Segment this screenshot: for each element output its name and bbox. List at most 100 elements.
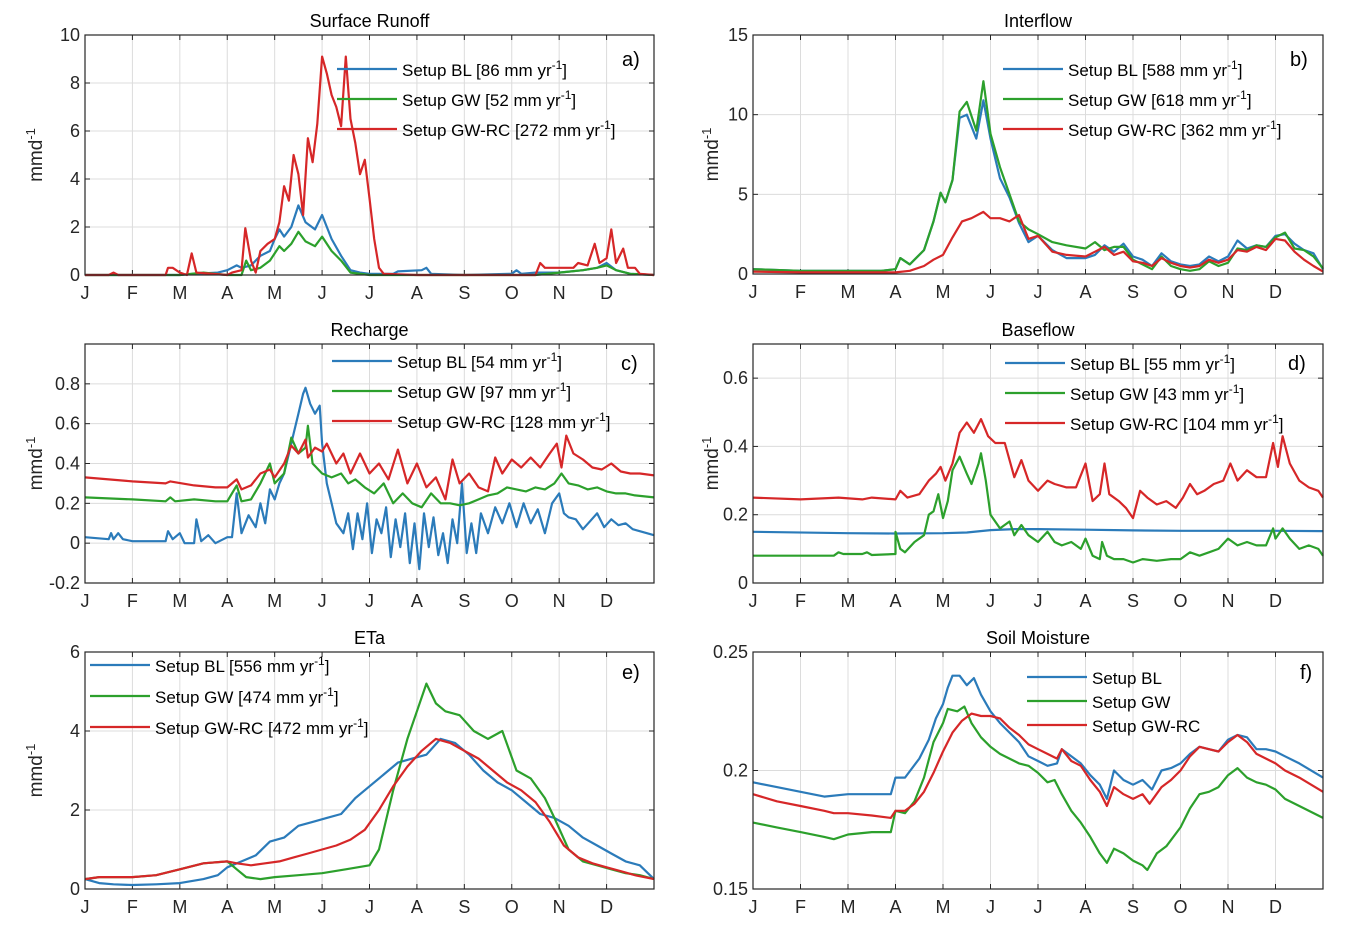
- x-tick-label: O: [505, 283, 519, 303]
- chart-title: Recharge: [330, 320, 408, 340]
- x-tick-label: D: [600, 591, 613, 611]
- panel-d: J F M A M J J A S O N D00.20.40.6Baseflowmmd-1d)Set…: [699, 320, 1324, 611]
- series-line-gw: [84, 424, 655, 509]
- legend-label: Setup GW [43 mm yr-1]: [1070, 382, 1244, 404]
- legend: Setup BL [588 mm yr-1]Setup GW [618 mm y…: [1003, 58, 1281, 140]
- legend-label: Setup GW-RC [362 mm yr-1]: [1068, 118, 1281, 140]
- y-tick-label: 0.8: [55, 374, 80, 394]
- legend-exponent: -1: [1266, 118, 1277, 132]
- x-tick-label: J: [365, 283, 374, 303]
- x-tick-label: M: [841, 591, 856, 611]
- panel-label: d): [1288, 353, 1306, 375]
- legend-bracket: ]: [566, 383, 571, 402]
- series-line-bl: [85, 204, 655, 277]
- y-axis-label-unit: mmd: [26, 140, 47, 182]
- legend-bracket: ]: [1230, 355, 1235, 374]
- legend-bracket: ]: [334, 688, 339, 707]
- series-line-gw: [752, 80, 1324, 272]
- x-tick-label: F: [795, 282, 806, 302]
- legend-item-gw: Setup GW [97 mm yr-1]: [332, 380, 571, 402]
- legend-annual-total: 618 mm yr: [1156, 91, 1237, 110]
- legend-bracket: ]: [1279, 415, 1284, 434]
- x-tick-label: O: [505, 897, 519, 917]
- x-tick-label: N: [1222, 897, 1235, 917]
- y-tick-label: 0: [738, 264, 748, 284]
- legend-bracket: [: [1178, 415, 1188, 434]
- x-tick-label: F: [127, 897, 138, 917]
- legend: Setup BL [86 mm yr-1]Setup GW [52 mm yr-…: [337, 58, 615, 140]
- series-line-bl: [84, 737, 655, 887]
- x-tick-label: S: [458, 897, 470, 917]
- y-tick-label: 6: [70, 642, 80, 662]
- legend-annual-total: 52 mm yr: [490, 91, 561, 110]
- x-tick-label: J: [81, 897, 90, 917]
- legend-annual-total: 104 mm yr: [1188, 415, 1269, 434]
- legend-series-name: Setup GW: [402, 91, 480, 110]
- x-tick-label: A: [411, 591, 423, 611]
- legend-item-bl: Setup BL [588 mm yr-1]: [1003, 58, 1242, 80]
- x-tick-label: J: [986, 591, 995, 611]
- series-line-bl: [84, 386, 655, 571]
- x-tick-label: A: [1079, 591, 1091, 611]
- legend: Setup BL [55 mm yr-1] Setup GW [43 mm yr-…: [1005, 352, 1283, 434]
- legend-bracket: [: [1148, 385, 1158, 404]
- axes-frame: [752, 34, 1324, 275]
- legend-exponent: -1: [552, 58, 563, 72]
- x-tick-label: M: [267, 897, 282, 917]
- legend-item-gwrc: Setup GW-RC [472 mm yr-1]: [90, 716, 368, 738]
- legend-label: Setup GW: [1092, 693, 1170, 712]
- legend-exponent: -1: [1229, 382, 1240, 396]
- legend-item-gwrc: Setup GW-RC [104 mm yr-1]: [1005, 412, 1283, 434]
- x-tick-label: A: [411, 283, 423, 303]
- legend-exponent: -1: [1236, 88, 1247, 102]
- y-tick-label: 10: [60, 25, 80, 45]
- y-axis-label-exponent: -1: [23, 437, 38, 449]
- x-tick-label: A: [889, 591, 901, 611]
- legend-exponent: -1: [1268, 412, 1279, 426]
- panel-label: e): [622, 662, 640, 684]
- y-tick-label: 2: [70, 217, 80, 237]
- legend-label: Setup GW-RC [272 mm yr-1]: [402, 118, 615, 140]
- legend: Setup BL [556 mm yr-1]Setup GW [474 mm y…: [90, 654, 368, 738]
- panel-label: c): [621, 353, 638, 375]
- series-line-gwrc: [752, 418, 1324, 520]
- x-tick-label: J: [81, 283, 90, 303]
- y-axis-label-unit: mmd: [26, 755, 47, 797]
- series-line-gw: [752, 705, 1324, 872]
- x-tick-label: N: [553, 591, 566, 611]
- legend-item-gw: Setup GW [52 mm yr-1]: [337, 88, 576, 110]
- x-tick-label: F: [127, 283, 138, 303]
- chart-title: Baseflow: [1001, 320, 1075, 340]
- legend-series-name: Setup GW: [397, 383, 475, 402]
- y-tick-label: 0.4: [55, 454, 80, 474]
- legend-bracket: ]: [606, 413, 611, 432]
- legend-label: Setup GW-RC [128 mm yr-1]: [397, 410, 610, 432]
- legend-bracket: ]: [1239, 385, 1244, 404]
- legend-bracket: [: [510, 121, 520, 140]
- y-tick-label: 8: [70, 73, 80, 93]
- x-tick-label: J: [318, 591, 327, 611]
- x-tick-label: N: [1222, 282, 1235, 302]
- legend-annual-total: 474 mm yr: [243, 688, 324, 707]
- legend-series-name: Setup GW: [1092, 693, 1170, 712]
- panel-c: J F M A M J J A S O N D -0.2 0 0.2 0.4 0.6 0.8 Recharge mmd…: [23, 320, 655, 611]
- legend-series-name: Setup BL: [1092, 669, 1162, 688]
- legend-bracket: [: [233, 688, 243, 707]
- legend: Setup BL Setup GW Setup GW-RC: [1027, 669, 1200, 736]
- legend-exponent: -1: [1220, 352, 1231, 366]
- x-tick-label: A: [221, 591, 233, 611]
- y-axis-label: mmd-1: [23, 744, 47, 798]
- legend-series-name: Setup BL: [402, 61, 471, 80]
- legend-exponent: -1: [1227, 58, 1238, 72]
- x-tick-label: J: [749, 591, 758, 611]
- x-tick-label: D: [1269, 591, 1282, 611]
- legend-item-bl: Setup BL [55 mm yr-1]: [1005, 352, 1235, 374]
- y-axis-label: mmd-1: [699, 437, 723, 491]
- panel-b: J F M A M J J A S O N D051015Interflowmmd-1b)Setup …: [699, 11, 1324, 302]
- legend-label: Setup GW-RC [472 mm yr-1]: [155, 716, 368, 738]
- chart-title: Surface Runoff: [310, 11, 431, 31]
- series-line-gwrc: [85, 55, 655, 277]
- x-tick-label: J: [81, 591, 90, 611]
